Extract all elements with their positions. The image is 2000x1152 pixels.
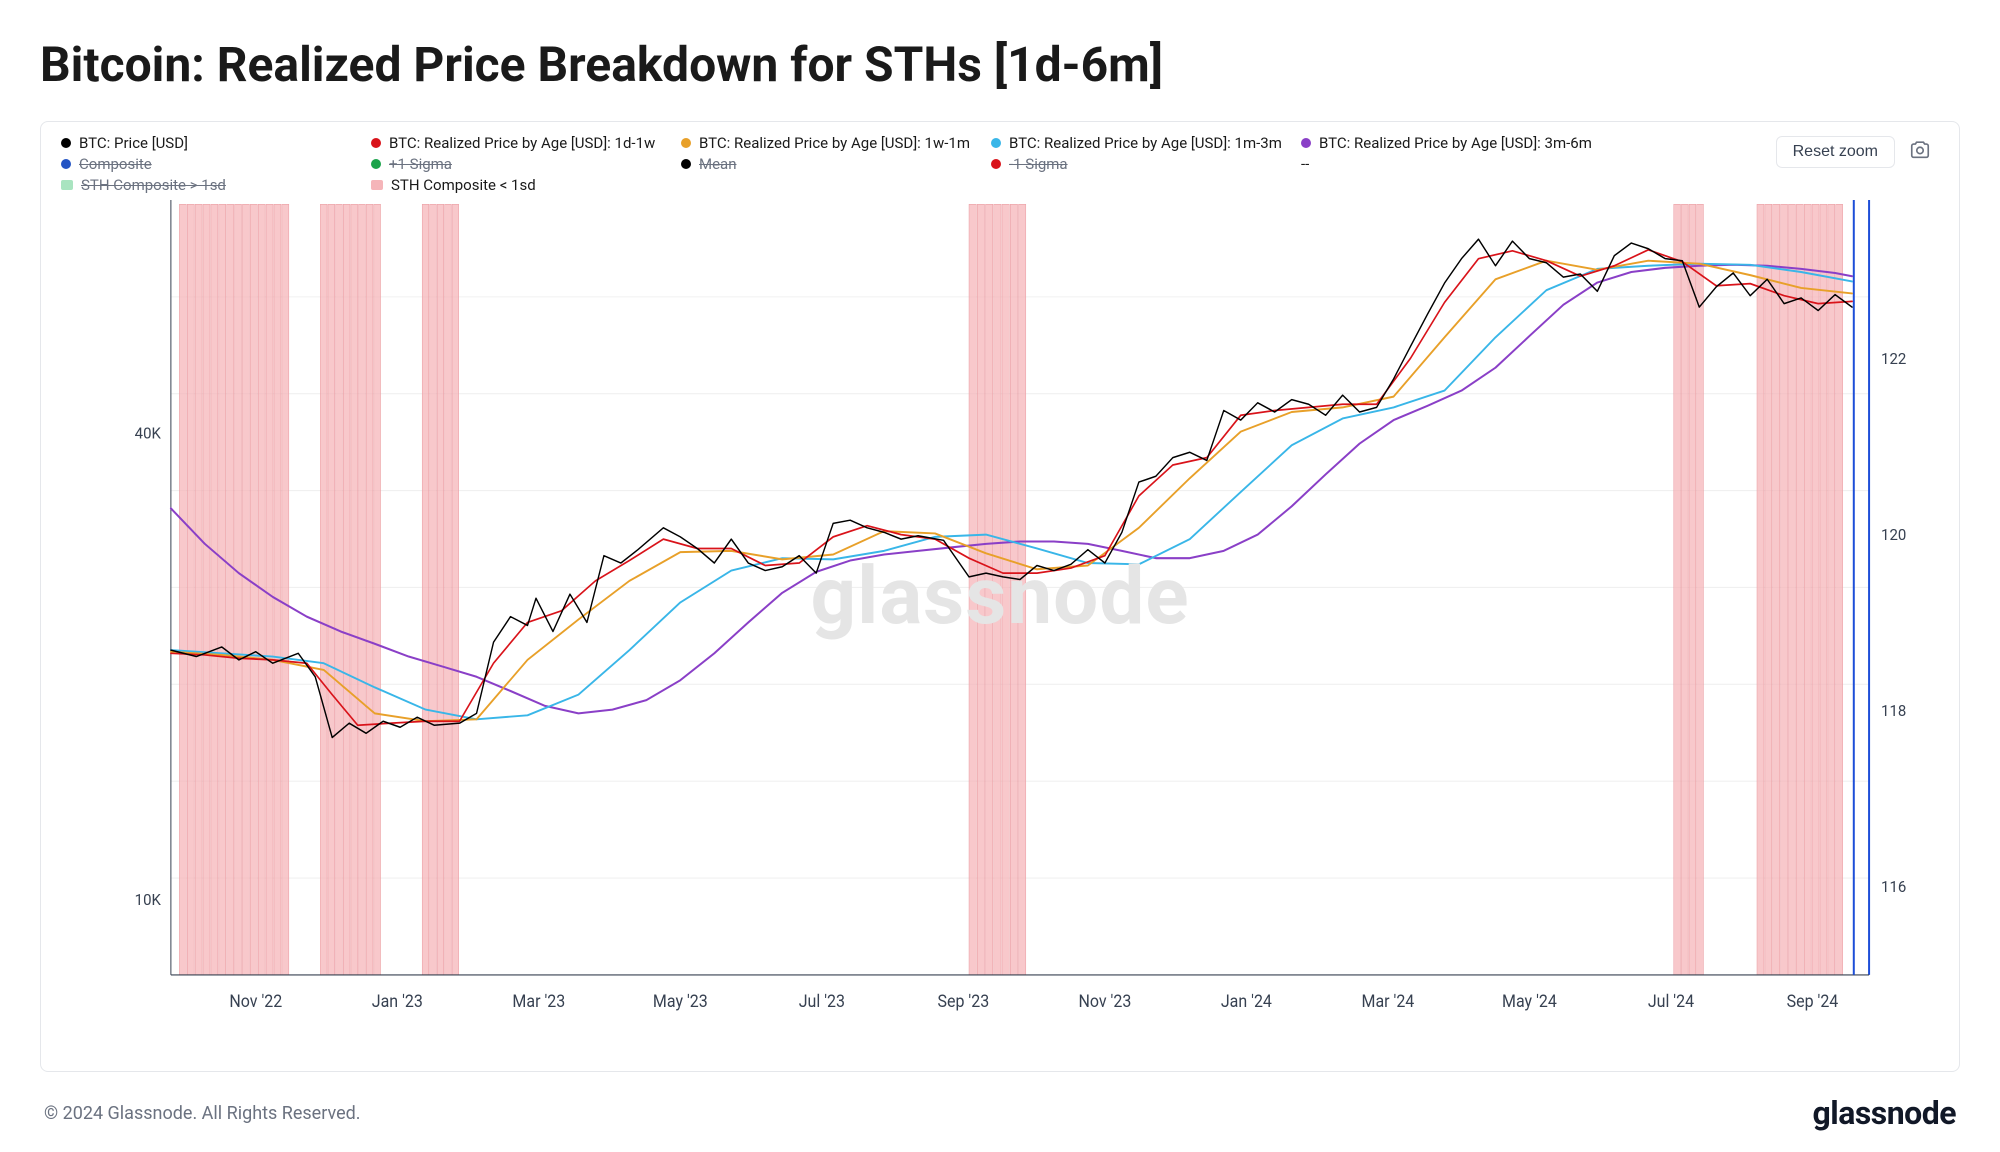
legend-item-rp_1d1w[interactable]: BTC: Realized Price by Age [USD]: 1d-1w [371,134,681,152]
svg-text:10K: 10K [135,891,161,910]
svg-text:Nov '23: Nov '23 [1078,993,1131,1013]
copyright-text: © 2024 Glassnode. All Rights Reserved. [44,1103,361,1124]
legend-swatch [371,138,381,148]
legend-swatch [371,159,381,169]
legend-item-rp_1w1m[interactable]: BTC: Realized Price by Age [USD]: 1w-1m [681,134,991,152]
svg-text:Jan '23: Jan '23 [372,993,423,1013]
legend-item-rp_3m6m[interactable]: BTC: Realized Price by Age [USD]: 3m-6m [1301,134,1611,152]
legend-item-gt1sd[interactable]: STH Composite > 1sd [61,176,371,194]
reset-zoom-button[interactable]: Reset zoom [1776,136,1895,168]
svg-text:Jul '23: Jul '23 [799,993,845,1013]
plot-area: glassnode 10K40K116118120122Nov '22Jan '… [61,200,1939,1061]
legend-swatch [991,138,1001,148]
legend-item-price[interactable]: BTC: Price [USD] [61,134,371,152]
legend-item-lt1sd[interactable]: STH Composite < 1sd [371,176,681,194]
svg-text:116: 116 [1881,878,1906,897]
legend-label: -1 Sigma [1009,155,1068,173]
legend-swatch [681,138,691,148]
legend-label: -- [1301,155,1309,173]
legend-label: BTC: Realized Price by Age [USD]: 1w-1m [699,134,970,152]
legend-label: BTC: Realized Price by Age [USD]: 1m-3m [1009,134,1282,152]
legend-item-m1sigma[interactable]: -1 Sigma [991,155,1301,173]
legend-label: BTC: Realized Price by Age [USD]: 1d-1w [389,134,655,152]
legend-label: +1 Sigma [389,155,452,173]
legend-bar: Reset zoom BTC: Price [USD] BTC: Realized… [61,134,1939,194]
legend-swatch [61,138,71,148]
legend-item-composite[interactable]: Composite [61,155,371,173]
legend-label: BTC: Price [USD] [79,134,188,152]
page-title: Bitcoin: Realized Price Breakdown for ST… [40,36,1960,93]
legend-swatch [681,159,691,169]
svg-text:120: 120 [1881,525,1906,544]
chart-svg: 10K 40K 116 118 120 122 Nov '22 Jan '23 Mar '23 M… [61,200,1939,1061]
legend-label: Mean [699,155,737,173]
svg-text:118: 118 [1881,702,1906,721]
legend-swatch [61,180,73,190]
svg-text:Mar '23: Mar '23 [512,993,565,1013]
svg-text:Mar '24: Mar '24 [1362,993,1415,1013]
legend-label: BTC: Realized Price by Age [USD]: 3m-6m [1319,134,1592,152]
legend-label: STH Composite > 1sd [81,176,226,194]
brand-logo: glassnode [1812,1094,1956,1132]
svg-text:Jul '24: Jul '24 [1648,993,1694,1013]
legend-label: STH Composite < 1sd [391,176,536,194]
legend-swatch [371,180,383,190]
svg-text:Jan '24: Jan '24 [1221,993,1272,1013]
legend-swatch [61,159,71,169]
svg-text:Nov '22: Nov '22 [229,993,282,1013]
legend-item-dash[interactable]: -- [1301,155,1611,173]
chart-card: Reset zoom BTC: Price [USD] BTC: Realized… [40,121,1960,1072]
svg-text:May '24: May '24 [1502,993,1557,1013]
svg-text:May '23: May '23 [653,993,708,1013]
svg-text:Sep '23: Sep '23 [938,993,990,1013]
svg-text:122: 122 [1881,349,1906,368]
svg-text:Sep '24: Sep '24 [1787,993,1839,1013]
legend-item-mean[interactable]: Mean [681,155,991,173]
legend-label: Composite [79,155,152,173]
camera-icon[interactable] [1909,139,1931,165]
legend-swatch [991,159,1001,169]
svg-text:40K: 40K [135,424,161,443]
legend-item-p1sigma[interactable]: +1 Sigma [371,155,681,173]
legend-swatch [1301,138,1311,148]
legend-item-rp_1m3m[interactable]: BTC: Realized Price by Age [USD]: 1m-3m [991,134,1301,152]
